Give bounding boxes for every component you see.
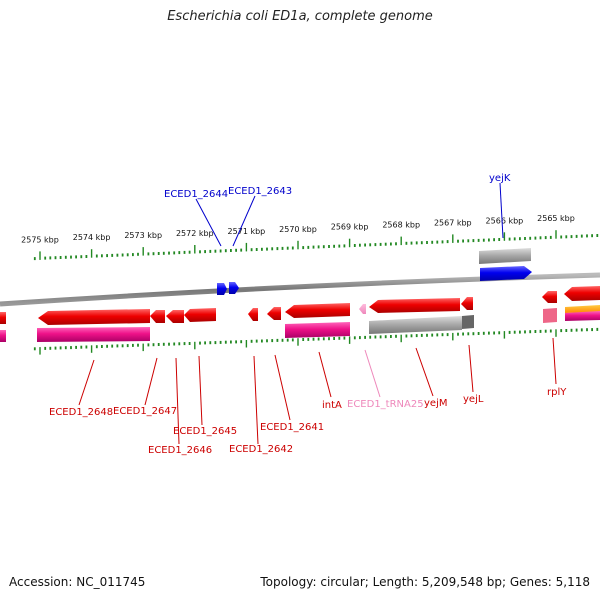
label-eced1-2642[interactable]: ECED1_2642 (229, 444, 293, 455)
cds-eced1-2648 (37, 327, 150, 342)
label-yejl[interactable]: yejL (463, 394, 484, 405)
ruler-kbp-label: 2570 kbp (279, 225, 317, 234)
gene-eced1-2641 (267, 307, 281, 320)
gene-inta (285, 303, 350, 318)
top-labels: ECED1_2644 ECED1_2643 yejK (164, 173, 511, 200)
label-yejm[interactable]: yejM (424, 398, 447, 409)
ruler-kbp-label: 2566 kbp (486, 216, 524, 225)
ruler-kbp-label: 2568 kbp (382, 221, 420, 230)
label-eced1-trna25[interactable]: ECED1_tRNA25 (347, 399, 424, 410)
gene-eced1-2648 (38, 309, 150, 325)
ruler-labels: 2575 kbp 2574 kbp 2573 kbp 2572 kbp 2571 kbp… (21, 214, 575, 244)
gene-eced1-2646 (166, 310, 184, 323)
gene-yejk[interactable] (480, 266, 532, 281)
ruler-bottom (33, 327, 599, 355)
gene-eced1-2644[interactable] (217, 283, 227, 295)
cds-right-orange (565, 305, 600, 313)
leader-lines (78, 182, 557, 445)
bottom-labels: ECED1_2648 ECED1_2647 ECED1_2646 ECED1_2… (49, 387, 567, 456)
gene-eced1-2647 (150, 310, 165, 323)
ruler-kbp-label: 2565 kbp (537, 214, 575, 223)
label-eced1-2646[interactable]: ECED1_2646 (148, 445, 212, 456)
cds-right-edge (565, 311, 600, 321)
cds-inta (285, 322, 350, 338)
ruler-kbp-label: 2574 kbp (73, 233, 111, 242)
ruler-kbp-label: 2572 kbp (176, 229, 214, 238)
ruler-kbp-label: 2575 kbp (21, 235, 59, 244)
ruler-kbp-label: 2571 kbp (228, 227, 266, 236)
label-eced1-2648[interactable]: ECED1_2648 (49, 407, 113, 418)
cds-rply (543, 308, 557, 323)
label-eced1-2644[interactable]: ECED1_2644 (164, 189, 228, 200)
feature-yejk-gray (479, 248, 531, 264)
label-inta[interactable]: intA (322, 400, 342, 411)
cds-features (0, 305, 600, 342)
label-eced1-2645[interactable]: ECED1_2645 (173, 426, 237, 437)
gene-yejl (461, 297, 473, 310)
ruler-top (33, 230, 599, 261)
ruler-kbp-label: 2567 kbp (434, 218, 472, 227)
gene-rply (542, 291, 557, 303)
label-rply[interactable]: rplY (547, 387, 567, 398)
label-eced1-2641[interactable]: ECED1_2641 (260, 422, 324, 433)
label-yejk[interactable]: yejK (489, 173, 511, 184)
gene-eced1-2642 (248, 308, 258, 321)
genome-summary-text: Topology: circular; Length: 5,209,548 bp… (260, 575, 590, 589)
gene-eced1-2645 (184, 308, 216, 322)
trna-eced1-trna25 (359, 304, 366, 314)
label-eced1-2643[interactable]: ECED1_2643 (228, 186, 292, 197)
label-eced1-2647[interactable]: ECED1_2647 (113, 406, 177, 417)
reverse-genes (0, 286, 600, 325)
accession-text: Accession: NC_011745 (9, 575, 146, 589)
feature-yejl-gray (462, 315, 474, 329)
ruler-kbp-label: 2569 kbp (331, 223, 369, 232)
cds-left-edge (0, 330, 6, 342)
gene-yejm (369, 298, 460, 313)
feature-yejm-gray (369, 316, 462, 334)
gray-features (369, 248, 531, 334)
ruler-kbp-label: 2573 kbp (124, 231, 162, 240)
forward-genes (217, 266, 532, 295)
gene-left-edge (0, 312, 6, 324)
genome-title: Escherichia coli ED1a, complete genome (167, 9, 433, 24)
gene-eced1-2643[interactable] (229, 282, 239, 294)
gene-right-edge (564, 286, 600, 301)
